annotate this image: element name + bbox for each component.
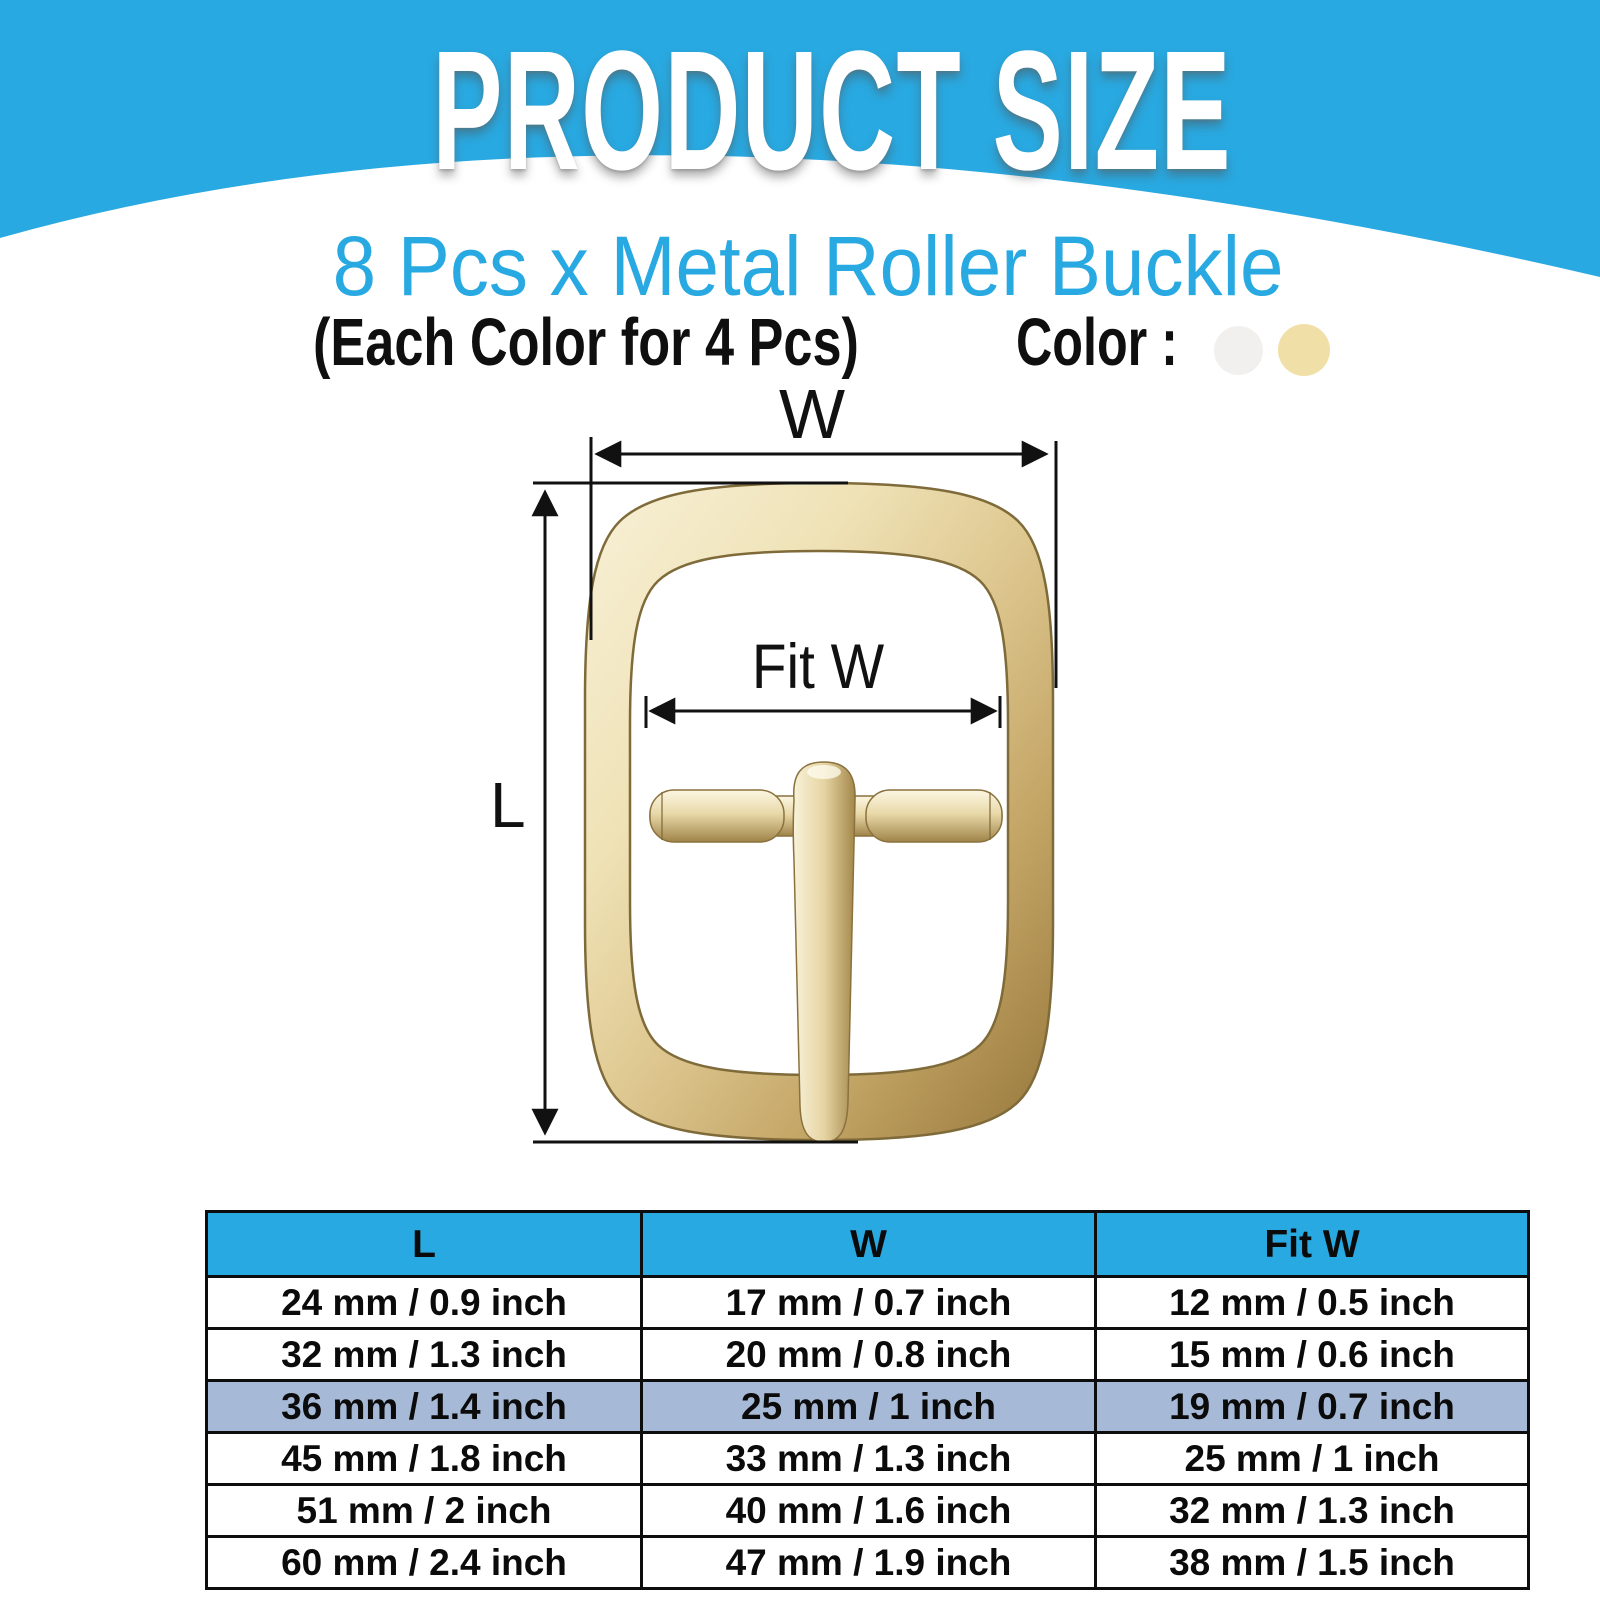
table-cell: 40 mm / 1.6 inch (640, 1483, 1097, 1538)
buckle-roller-right (865, 789, 1003, 843)
table-cell: 36 mm / 1.4 inch (205, 1379, 643, 1434)
table-cell: 12 mm / 0.5 inch (1094, 1275, 1530, 1330)
table-header-cell: L (205, 1210, 643, 1278)
size-table-head: L W Fit W (205, 1210, 1530, 1278)
table-cell: 45 mm / 1.8 inch (205, 1431, 643, 1486)
table-cell: 60 mm / 2.4 inch (205, 1535, 643, 1590)
l-label: L (490, 769, 526, 841)
buckle-prong (792, 761, 856, 1143)
table-cell: 47 mm / 1.9 inch (640, 1535, 1097, 1590)
table-row: 36 mm / 1.4 inch 25 mm / 1 inch 19 mm / 0.… (205, 1379, 1530, 1434)
size-table: L W Fit W 24 mm / 0.9 inch 17 mm / 0.7 inch… (205, 1210, 1530, 1590)
fit-w-label: Fit W (751, 632, 885, 702)
color-label: Color : (1016, 305, 1178, 380)
color-swatch-gold-icon (1278, 324, 1330, 376)
table-cell: 19 mm / 0.7 inch (1094, 1379, 1530, 1434)
table-row: 60 mm / 2.4 inch 47 mm / 1.9 inch 38 mm / … (205, 1535, 1530, 1590)
table-row: 24 mm / 0.9 inch 17 mm / 0.7 inch 12 mm / … (205, 1275, 1530, 1330)
w-label: W (778, 375, 846, 453)
table-cell: 24 mm / 0.9 inch (205, 1275, 643, 1330)
table-row: 45 mm / 1.8 inch 33 mm / 1.3 inch 25 mm / … (205, 1431, 1530, 1486)
buckle-ring (583, 481, 1055, 1142)
header-banner (0, 0, 1600, 277)
table-header-cell: W (640, 1210, 1097, 1278)
table-cell: 17 mm / 0.7 inch (640, 1275, 1097, 1330)
size-table-body: 24 mm / 0.9 inch 17 mm / 0.7 inch 12 mm / … (205, 1275, 1530, 1590)
header-curve-shape (0, 0, 1600, 277)
buckle-roller-bar (649, 795, 1003, 837)
table-cell: 38 mm / 1.5 inch (1094, 1535, 1530, 1590)
page-title: PRODUCT SIZE (432, 16, 1232, 206)
table-header-row: L W Fit W (205, 1210, 1530, 1278)
table-cell: 20 mm / 0.8 inch (640, 1327, 1097, 1382)
table-cell: 32 mm / 1.3 inch (1094, 1483, 1530, 1538)
subtitle: 8 Pcs x Metal Roller Buckle (332, 219, 1284, 313)
table-cell: 51 mm / 2 inch (205, 1483, 643, 1538)
color-swatch-silver-icon (1214, 326, 1263, 375)
table-header-cell: Fit W (1094, 1210, 1530, 1278)
buckle-roller-left (649, 789, 785, 843)
table-cell: 25 mm / 1 inch (1094, 1431, 1530, 1486)
table-cell: 33 mm / 1.3 inch (640, 1431, 1097, 1486)
table-cell: 15 mm / 0.6 inch (1094, 1327, 1530, 1382)
table-cell: 32 mm / 1.3 inch (205, 1327, 643, 1382)
prong-highlight (807, 765, 841, 779)
note-each-color: (Each Color for 4 Pcs) (313, 305, 859, 380)
table-cell: 25 mm / 1 inch (640, 1379, 1097, 1434)
table-row: 51 mm / 2 inch 40 mm / 1.6 inch 32 mm / 1.… (205, 1483, 1530, 1538)
table-row: 32 mm / 1.3 inch 20 mm / 0.8 inch 15 mm / … (205, 1327, 1530, 1382)
